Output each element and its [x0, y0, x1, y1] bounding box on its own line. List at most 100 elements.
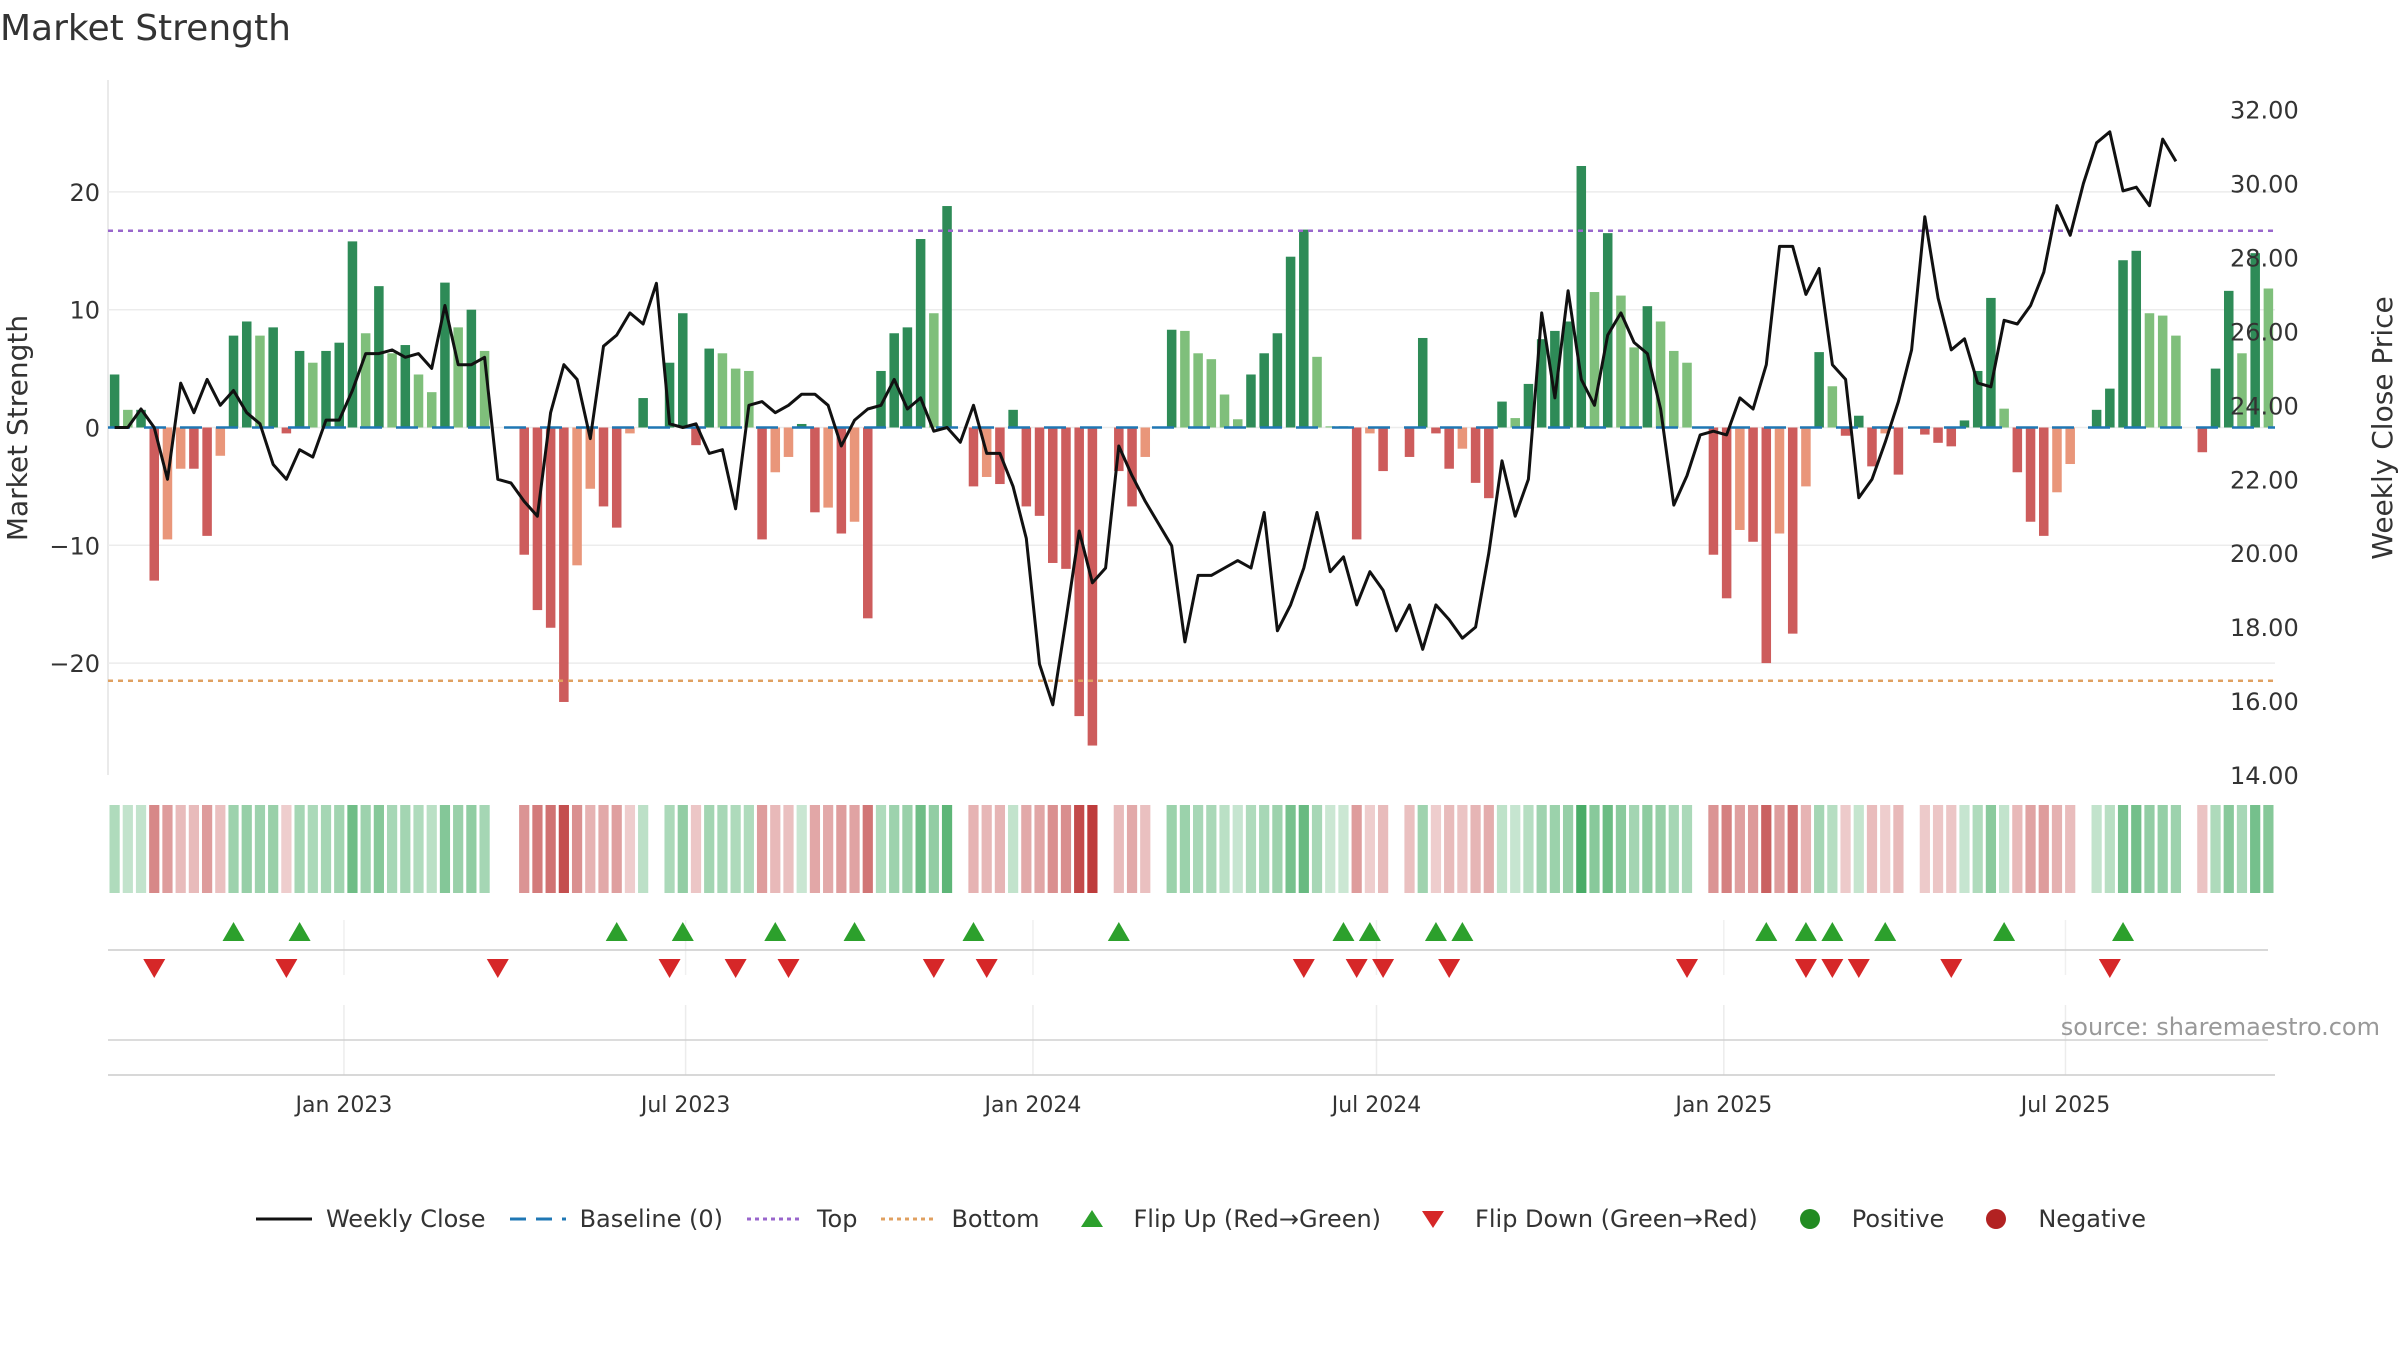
- strength-bar: [228, 335, 239, 428]
- strength-bar: [1708, 427, 1719, 555]
- heat-cell: [2091, 805, 2102, 893]
- strength-bar: [1299, 229, 1309, 428]
- strength-bar: [1972, 370, 1983, 428]
- flip-down-marker: [1821, 959, 1844, 978]
- strength-bar: [519, 427, 529, 555]
- legend-item: Flip Down (Green→Red): [1403, 1205, 1758, 1233]
- heat-cell: [1523, 805, 1534, 893]
- legend-symbol: [746, 1217, 803, 1221]
- strength-bar: [2144, 313, 2155, 428]
- strength-bar: [1417, 337, 1428, 428]
- strength-bar: [1933, 427, 1943, 443]
- strength-bar: [1999, 408, 2009, 428]
- strength-bar: [1523, 383, 1534, 428]
- strength-bar: [1127, 427, 1137, 507]
- heat-cell: [1668, 805, 1679, 893]
- strength-bar: [1867, 427, 1877, 467]
- heat-cell: [1576, 805, 1587, 893]
- legend-item: Top: [745, 1205, 857, 1233]
- heat-cell: [1285, 805, 1296, 893]
- heat-cell: [1166, 805, 1177, 893]
- heat-cell: [1589, 805, 1600, 893]
- strength-bar: [1312, 356, 1322, 428]
- legend-symbol: [509, 1217, 566, 1221]
- heat-cell: [1840, 805, 1851, 893]
- y-tick-right-label: 22.00: [2230, 466, 2299, 494]
- strength-bar: [1180, 330, 1190, 428]
- strength-bar: [863, 427, 873, 619]
- strength-bar: [1576, 165, 1587, 428]
- heat-cell: [1642, 805, 1653, 893]
- heat-cell: [479, 805, 490, 893]
- heat-cell: [902, 805, 913, 893]
- strength-bar: [1008, 409, 1018, 428]
- heat-cell: [241, 805, 252, 893]
- strength-bar: [1774, 427, 1785, 534]
- heat-cell: [1708, 805, 1719, 893]
- strength-bar: [1232, 419, 1243, 428]
- strength-bar: [849, 427, 860, 522]
- strength-bar: [1206, 359, 1217, 428]
- strength-bar: [2197, 427, 2208, 453]
- strength-bar: [255, 335, 265, 428]
- legend-item: Positive: [1780, 1205, 1944, 1233]
- flip-up-marker: [843, 922, 866, 941]
- heat-cell: [1853, 805, 1864, 893]
- heat-cell: [1602, 805, 1613, 893]
- strength-bar: [1351, 427, 1362, 540]
- strength-bar: [929, 313, 939, 428]
- heat-cell: [1972, 805, 1983, 893]
- strength-bar: [915, 239, 926, 428]
- flip-down-marker: [486, 959, 509, 978]
- heat-cell: [493, 805, 503, 893]
- strength-bar: [2223, 290, 2234, 428]
- heat-cell: [1153, 805, 1163, 893]
- strength-bar: [374, 286, 384, 428]
- flip-up-marker: [1451, 922, 1474, 941]
- heat-cell: [426, 805, 437, 893]
- axes: Market Strength Weekly Close Price 20 10 0…: [1, 97, 2399, 1118]
- heat-cell: [1404, 805, 1415, 893]
- heat-cell: [2236, 805, 2248, 893]
- heat-cell: [1140, 805, 1151, 893]
- source-label: source: sharemaestro.com: [2060, 1013, 2380, 1041]
- y-tick-left-label: −10: [49, 532, 100, 560]
- heat-cell: [1496, 805, 1508, 893]
- strength-bar: [1827, 386, 1838, 428]
- strength-bar: [241, 321, 252, 428]
- strength-bar: [1748, 427, 1758, 542]
- flip-up-marker: [1107, 922, 1130, 941]
- heat-cell: [862, 805, 873, 893]
- heat-cell: [294, 805, 305, 893]
- heat-cell: [2263, 805, 2274, 893]
- flip-down-marker: [658, 959, 681, 978]
- heat-cell: [532, 805, 543, 893]
- heat-cell: [1985, 805, 1997, 893]
- y-tick-left-label: 10: [69, 297, 100, 325]
- heat-cell: [2144, 805, 2155, 893]
- heat-cell: [2170, 805, 2182, 893]
- heat-cell: [1298, 805, 1309, 893]
- strength-bar: [1986, 297, 1996, 428]
- legend-item: Bottom: [879, 1205, 1040, 1233]
- weekly-close-line: [114, 130, 2178, 707]
- strength-bar: [281, 427, 292, 434]
- heat-cell: [1562, 805, 1574, 893]
- flip-up-marker: [2112, 922, 2135, 941]
- heat-cell: [307, 805, 318, 893]
- strength-bar: [2039, 427, 2049, 536]
- heat-cell: [201, 805, 213, 893]
- legend-label: Flip Up (Red→Green): [1133, 1205, 1382, 1233]
- heat-cell: [1311, 805, 1323, 893]
- strength-bar: [1061, 427, 1071, 569]
- heat-cell: [1206, 805, 1217, 893]
- heat-cell: [386, 805, 398, 893]
- y-tick-right-label: 16.00: [2230, 688, 2299, 716]
- heat-cell: [1893, 805, 1904, 893]
- heat-cell: [439, 805, 451, 893]
- strength-bar: [2210, 368, 2221, 428]
- heat-cell: [1919, 805, 1930, 893]
- heat-cell: [2065, 805, 2076, 893]
- heat-cell: [149, 805, 160, 893]
